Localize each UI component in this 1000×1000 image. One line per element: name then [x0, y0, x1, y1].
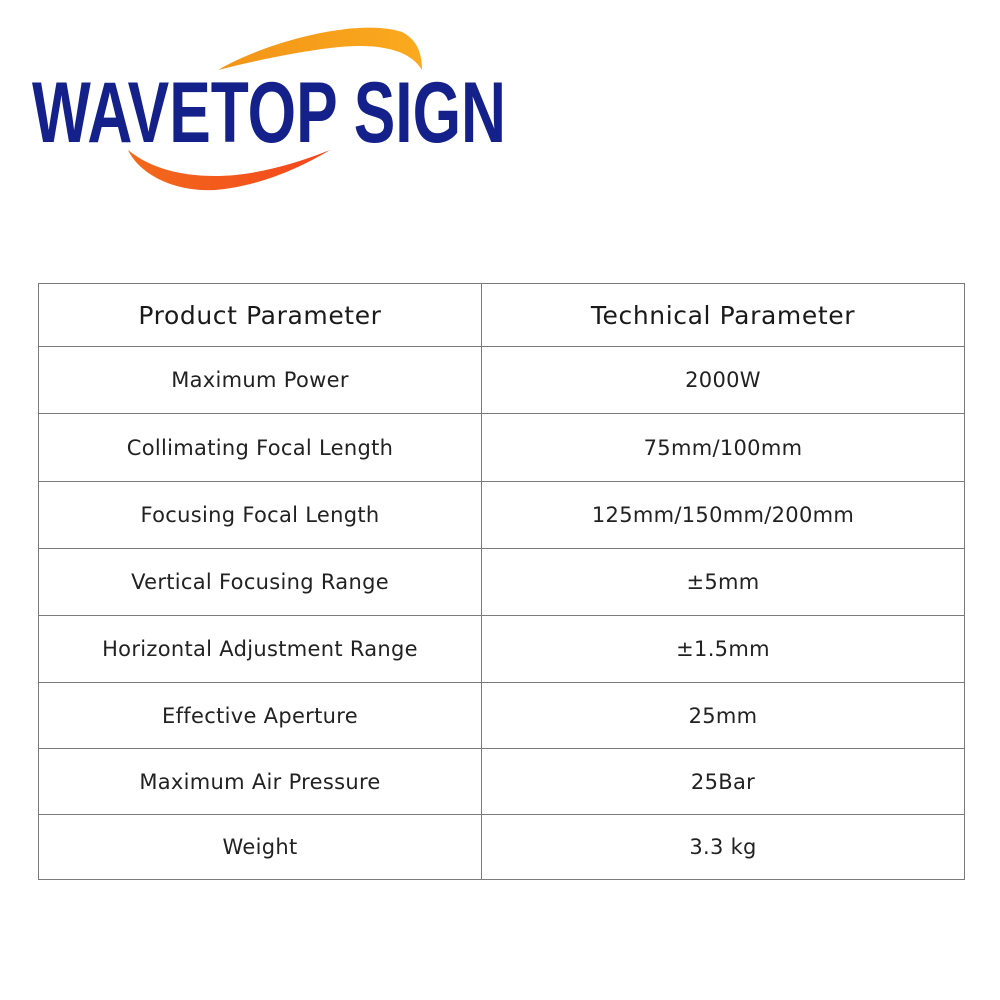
- param-value: 2000W: [481, 346, 965, 414]
- param-name: Collimating Focal Length: [38, 413, 482, 482]
- param-name: Horizontal Adjustment Range: [38, 615, 482, 683]
- header-product-parameter: Product Parameter: [38, 283, 482, 347]
- table-row: Maximum Power 2000W: [38, 346, 965, 414]
- param-value: 125mm/150mm/200mm: [481, 481, 965, 549]
- param-value: ±5mm: [481, 548, 965, 616]
- table-row: Vertical Focusing Range ±5mm: [38, 548, 965, 616]
- param-name: Maximum Air Pressure: [38, 748, 482, 815]
- logo-text: WAVETOP SIGN: [32, 65, 506, 161]
- param-value: 25mm: [481, 682, 965, 749]
- table-row: Effective Aperture 25mm: [38, 682, 965, 749]
- top-arc: [218, 27, 422, 70]
- param-value: 25Bar: [481, 748, 965, 815]
- parameter-table: Product Parameter Technical Parameter Ma…: [38, 283, 965, 880]
- param-name: Maximum Power: [38, 346, 482, 414]
- wavetop-sign-logo: WAVETOP SIGN: [32, 27, 506, 191]
- header-technical-parameter: Technical Parameter: [481, 283, 965, 347]
- table-header-row: Product Parameter Technical Parameter: [38, 283, 965, 347]
- param-value: ±1.5mm: [481, 615, 965, 683]
- table-row: Collimating Focal Length 75mm/100mm: [38, 413, 965, 482]
- param-name: Effective Aperture: [38, 682, 482, 749]
- table-row: Horizontal Adjustment Range ±1.5mm: [38, 615, 965, 683]
- param-name: Weight: [38, 814, 482, 880]
- table-row: Maximum Air Pressure 25Bar: [38, 748, 965, 815]
- param-value: 75mm/100mm: [481, 413, 965, 482]
- table-row: Weight 3.3 kg: [38, 814, 965, 880]
- table-row: Focusing Focal Length 125mm/150mm/200mm: [38, 481, 965, 549]
- bottom-arc: [128, 150, 330, 191]
- param-name: Vertical Focusing Range: [38, 548, 482, 616]
- param-value: 3.3 kg: [481, 814, 965, 880]
- param-name: Focusing Focal Length: [38, 481, 482, 549]
